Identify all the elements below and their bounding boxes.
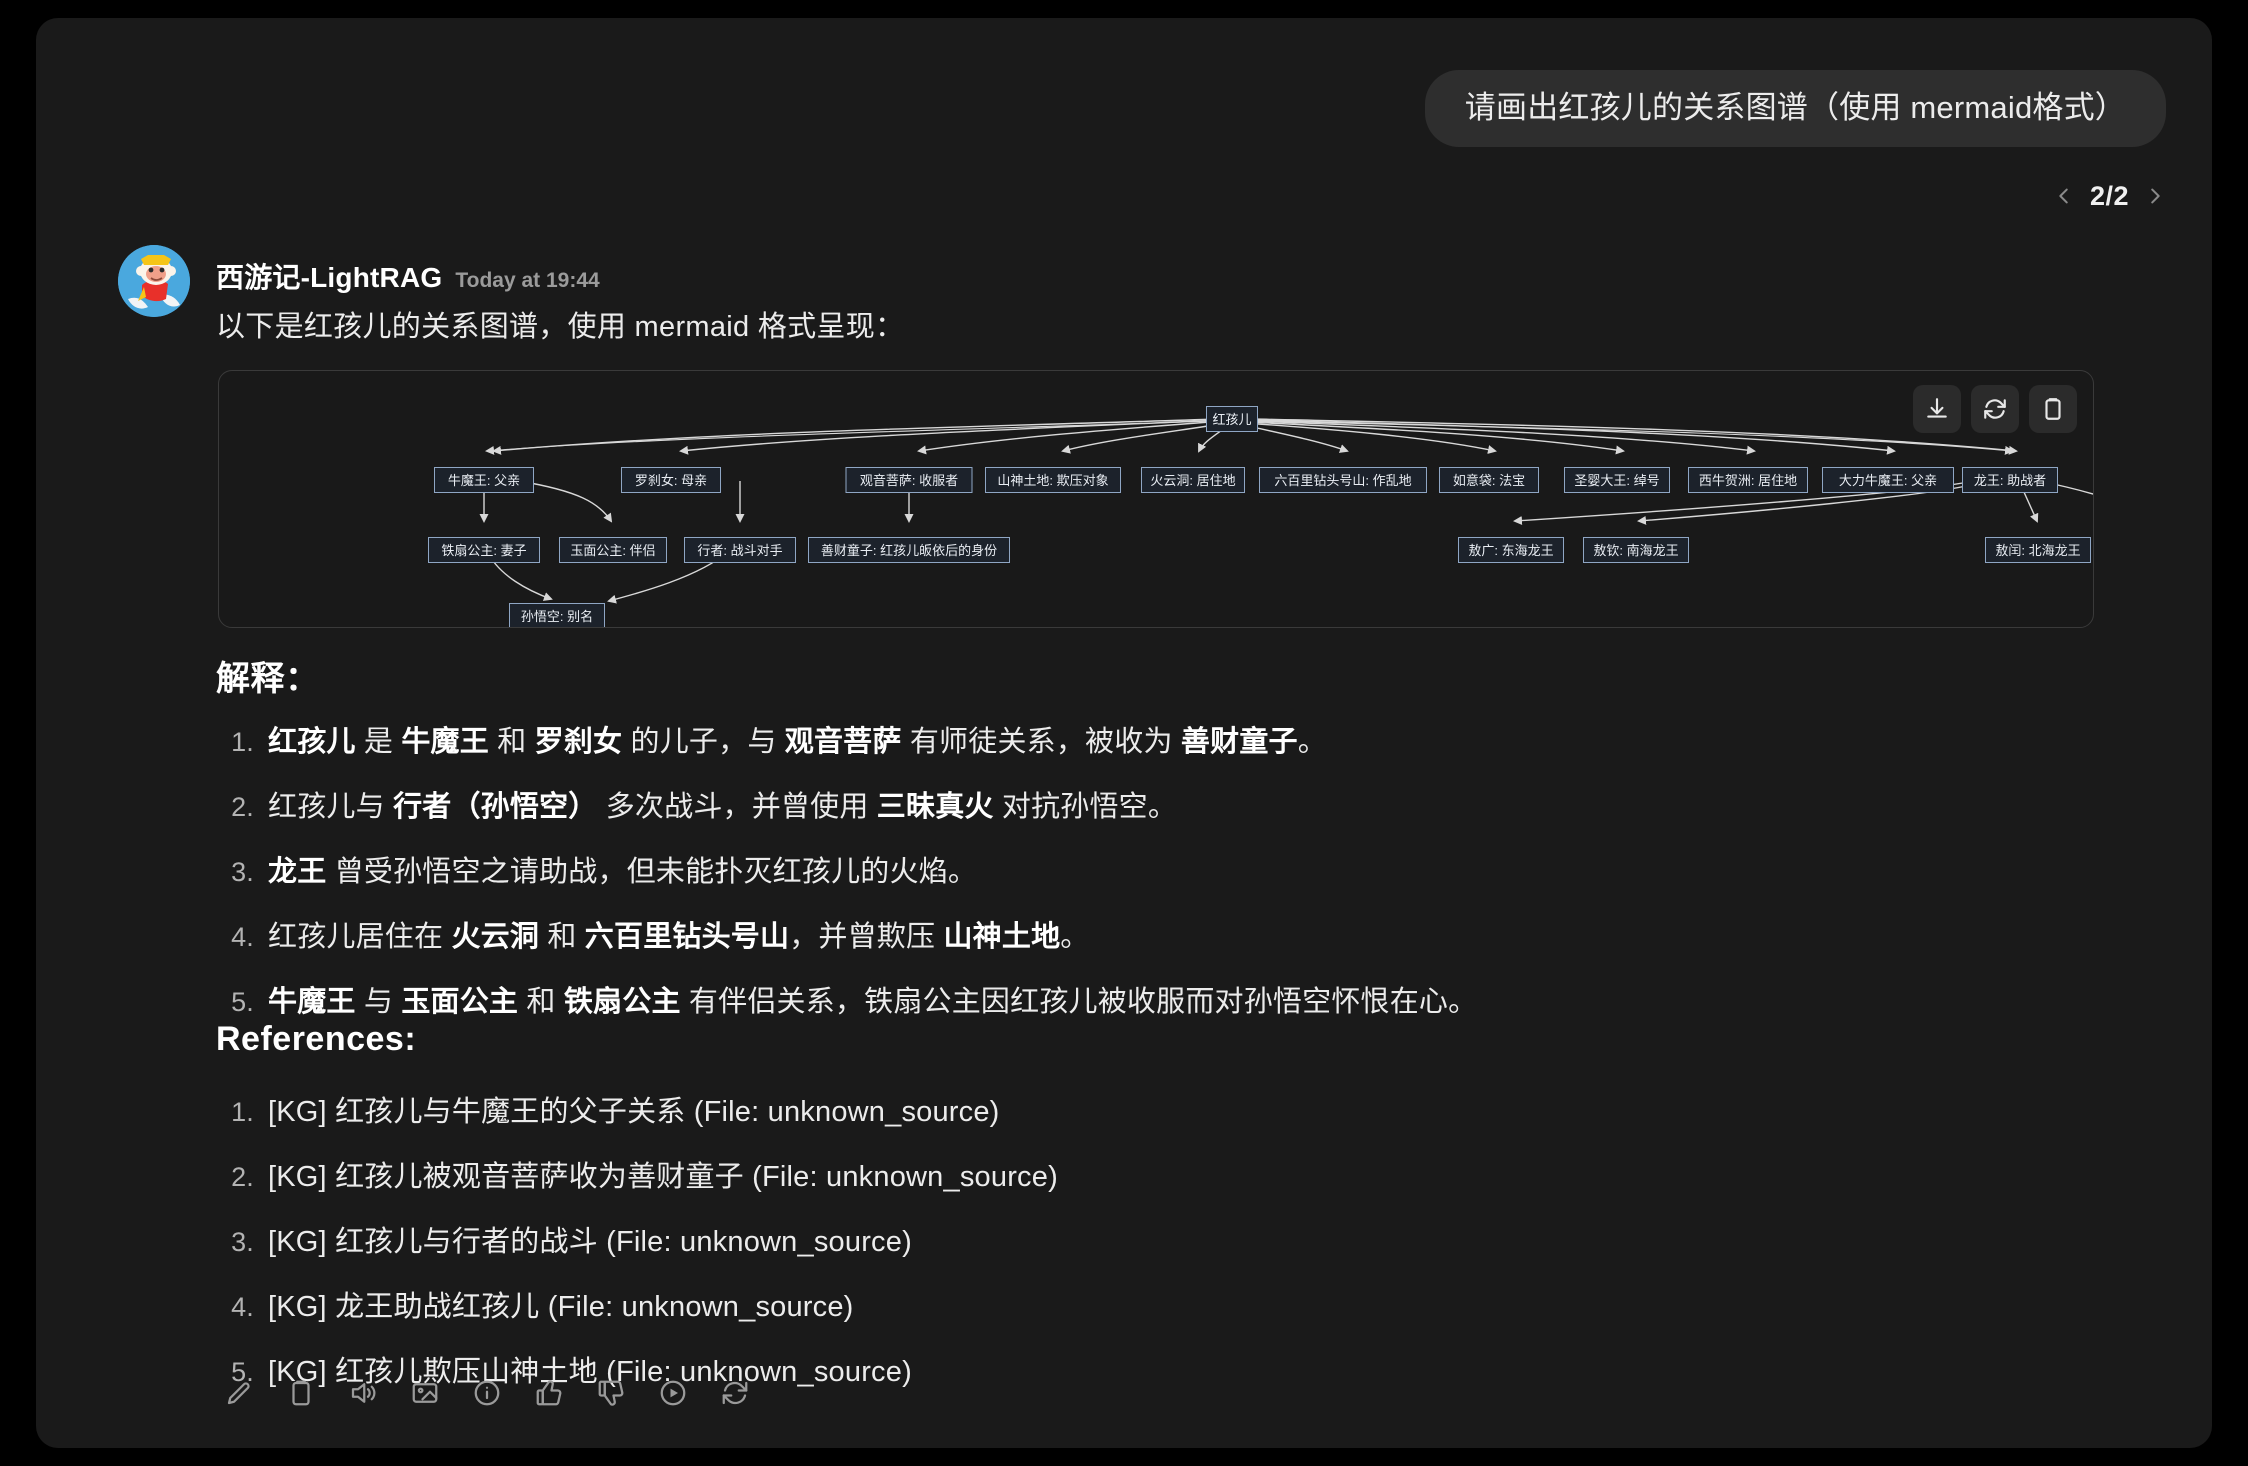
diagram-node: 敖钦: 南海龙王	[1583, 537, 1689, 563]
message-pager: 2/2	[2053, 176, 2166, 216]
explanation-list: 1. 红孩儿 是 牛魔王 和 罗刹女 的儿子，与 观音菩萨 有师徒关系，被收为 善…	[216, 718, 1477, 1043]
reference-item-number: 2.	[231, 1162, 254, 1192]
reference-item: 3. [KG] 红孩儿与行者的战斗 (File: unknown_source)	[216, 1218, 1058, 1260]
diagram-node: 火云洞: 居住地	[1141, 467, 1245, 493]
diagram-node: 玉面公主: 伴侣	[559, 537, 667, 563]
diagram-toolbar	[1913, 385, 2077, 433]
mermaid-diagram-card: 红孩儿牛魔王: 父亲 罗刹女: 母亲 观音菩萨: 收服者 山神土地: 欺压对象 火云洞:…	[218, 370, 2094, 628]
edit-icon[interactable]	[222, 1376, 256, 1410]
explanation-item-number: 3.	[231, 857, 254, 887]
reference-item-text: [KG] 红孩儿与牛魔王的父子关系 (File: unknown_source)	[268, 1096, 1000, 1128]
explanation-item-text: 龙王 曾受孙悟空之请助战，但未能扑灭红孩儿的火焰。	[268, 856, 978, 888]
diagram-node: 敖闰: 北海龙王	[1985, 537, 2091, 563]
reference-item-text: [KG] 红孩儿与行者的战斗 (File: unknown_source)	[268, 1226, 912, 1258]
image-icon[interactable]	[408, 1376, 442, 1410]
explanation-item-number: 2.	[231, 792, 254, 822]
diagram-node: 山神土地: 欺压对象	[985, 467, 1121, 493]
mermaid-edges	[479, 418, 2093, 604]
diagram-node: 牛魔王: 父亲	[434, 467, 534, 493]
reference-item-text: [KG] 红孩儿被观音菩萨收为善财童子 (File: unknown_sourc…	[268, 1161, 1058, 1193]
diagram-node: 孙悟空: 别名	[509, 603, 605, 627]
page-count: 2/2	[2089, 180, 2129, 211]
diagram-node: 西牛贺洲: 居住地	[1688, 467, 1808, 493]
diagram-node: 铁扇公主: 妻子	[428, 537, 540, 563]
explanation-title: 解释：	[216, 660, 320, 698]
references-title: References:	[216, 1020, 417, 1058]
reference-item: 1. [KG] 红孩儿与牛魔王的父子关系 (File: unknown_sourc…	[216, 1088, 1058, 1130]
diagram-node: 罗刹女: 母亲	[621, 467, 721, 493]
explanation-item: 4. 红孩儿居住在 火云洞 和 六百里钻头号山，并曾欺压 山神土地。	[216, 913, 1477, 955]
reference-item-text: [KG] 龙王助战红孩儿 (File: unknown_source)	[268, 1291, 854, 1323]
explanation-item: 1. 红孩儿 是 牛魔王 和 罗刹女 的儿子，与 观音菩萨 有师徒关系，被收为 善…	[216, 718, 1477, 760]
diagram-node: 龙王: 助战者	[1962, 467, 2058, 493]
explanation-item: 2. 红孩儿与 行者（孙悟空） 多次战斗，并曾使用 三昧真火 对抗孙悟空。	[216, 783, 1477, 825]
diagram-node: 观音菩萨: 收服者	[845, 467, 973, 493]
explanation-item-number: 1.	[231, 727, 254, 757]
refresh-icon[interactable]	[718, 1376, 752, 1410]
reference-item-number: 1.	[231, 1097, 254, 1127]
message-actions	[222, 1376, 752, 1410]
reference-item: 2. [KG] 红孩儿被观音菩萨收为善财童子 (File: unknown_sou…	[216, 1153, 1058, 1195]
chevron-right-icon[interactable]	[2144, 185, 2166, 207]
explanation-item: 3. 龙王 曾受孙悟空之请助战，但未能扑灭红孩儿的火焰。	[216, 848, 1477, 890]
message-timestamp: Today at 19:44	[455, 269, 600, 292]
explanation-item: 5. 牛魔王 与 玉面公主 和 铁扇公主 有伴侣关系，铁扇公主因红孩儿被收服而对孙…	[216, 978, 1477, 1020]
thumbs-up-icon[interactable]	[532, 1376, 566, 1410]
reference-item-number: 3.	[231, 1227, 254, 1257]
explanation-item-text: 红孩儿 是 牛魔王 和 罗刹女 的儿子，与 观音菩萨 有师徒关系，被收为 善财童…	[268, 726, 1327, 758]
refresh-icon[interactable]	[1971, 385, 2019, 433]
diagram-node: 圣婴大王: 绰号	[1564, 467, 1670, 493]
intro-text: 以下是红孩儿的关系图谱，使用 mermaid 格式呈现：	[216, 311, 905, 343]
info-icon[interactable]	[470, 1376, 504, 1410]
message-header: 西游记-LightRAG Today at 19:44	[216, 256, 600, 296]
clipboard-icon[interactable]	[284, 1376, 318, 1410]
reference-item-number: 4.	[231, 1292, 254, 1322]
clipboard-icon[interactable]	[2029, 385, 2077, 433]
explanation-item-number: 5.	[231, 987, 254, 1017]
reference-item: 5. [KG] 红孩儿欺压山神土地 (File: unknown_source)	[216, 1348, 1058, 1390]
diagram-node: 红孩儿	[1206, 406, 1258, 432]
diagram-node: 六百里钻头号山: 作乱地	[1259, 467, 1427, 493]
sender-name: 西游记-LightRAG	[216, 262, 443, 293]
download-icon[interactable]	[1913, 385, 1961, 433]
explanation-item-text: 红孩儿居住在 火云洞 和 六百里钻头号山，并曾欺压 山神土地。	[268, 921, 1090, 953]
speaker-icon[interactable]	[346, 1376, 380, 1410]
diagram-node: 敖广: 东海龙王	[1458, 537, 1564, 563]
user-message-row: 请画出红孩儿的关系图谱（使用 mermaid格式）	[1424, 70, 2166, 148]
diagram-node: 如意袋: 法宝	[1439, 467, 1539, 493]
explanation-item-text: 牛魔王 与 玉面公主 和 铁扇公主 有伴侣关系，铁扇公主因红孩儿被收服而对孙悟空…	[268, 986, 1478, 1018]
references-list: 1. [KG] 红孩儿与牛魔王的父子关系 (File: unknown_sourc…	[216, 1088, 1058, 1413]
reference-item-number: 5.	[231, 1357, 254, 1387]
play-icon[interactable]	[656, 1376, 690, 1410]
explanation-item-text: 红孩儿与 行者（孙悟空） 多次战斗，并曾使用 三昧真火 对抗孙悟空。	[268, 791, 1178, 823]
chat-window: 请画出红孩儿的关系图谱（使用 mermaid格式） 2/2	[36, 18, 2212, 1448]
avatar[interactable]	[118, 245, 190, 317]
diagram-node: 大力牛魔王: 父亲	[1822, 467, 1954, 493]
chevron-left-icon[interactable]	[2053, 185, 2075, 207]
reference-item: 4. [KG] 龙王助战红孩儿 (File: unknown_source)	[216, 1283, 1058, 1325]
diagram-node: 行者: 战斗对手	[684, 537, 796, 563]
reference-item-text: [KG] 红孩儿欺压山神土地 (File: unknown_source)	[268, 1356, 912, 1388]
diagram-node: 善财童子: 红孩儿皈依后的身份	[808, 537, 1010, 563]
explanation-item-number: 4.	[231, 922, 254, 952]
thumbs-down-icon[interactable]	[594, 1376, 628, 1410]
user-message-bubble[interactable]: 请画出红孩儿的关系图谱（使用 mermaid格式）	[1424, 70, 2166, 148]
